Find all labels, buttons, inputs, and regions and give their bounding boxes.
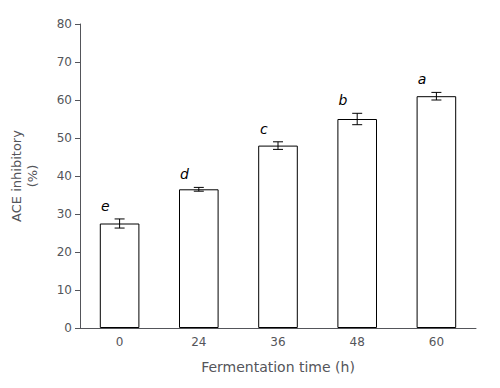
svg-text:80: 80 bbox=[57, 17, 72, 31]
svg-text:0: 0 bbox=[64, 321, 72, 335]
svg-text:c: c bbox=[260, 121, 268, 137]
svg-text:ACE inhibitory: ACE inhibitory bbox=[9, 130, 24, 222]
svg-text:30: 30 bbox=[57, 207, 72, 221]
svg-text:e: e bbox=[101, 198, 110, 214]
svg-text:70: 70 bbox=[57, 55, 72, 69]
svg-text:a: a bbox=[418, 71, 427, 87]
svg-text:20: 20 bbox=[57, 245, 72, 259]
svg-text:b: b bbox=[338, 92, 347, 108]
svg-text:40: 40 bbox=[57, 169, 72, 183]
svg-text:Fermentation time (h): Fermentation time (h) bbox=[201, 359, 355, 375]
svg-text:10: 10 bbox=[57, 283, 72, 297]
svg-text:(%): (%) bbox=[25, 165, 40, 188]
svg-text:60: 60 bbox=[429, 335, 444, 349]
svg-text:50: 50 bbox=[57, 131, 72, 145]
svg-text:24: 24 bbox=[191, 335, 206, 349]
svg-text:0: 0 bbox=[116, 335, 124, 349]
svg-text:48: 48 bbox=[350, 335, 365, 349]
svg-text:60: 60 bbox=[57, 93, 72, 107]
svg-text:36: 36 bbox=[270, 335, 285, 349]
svg-text:d: d bbox=[180, 166, 189, 182]
